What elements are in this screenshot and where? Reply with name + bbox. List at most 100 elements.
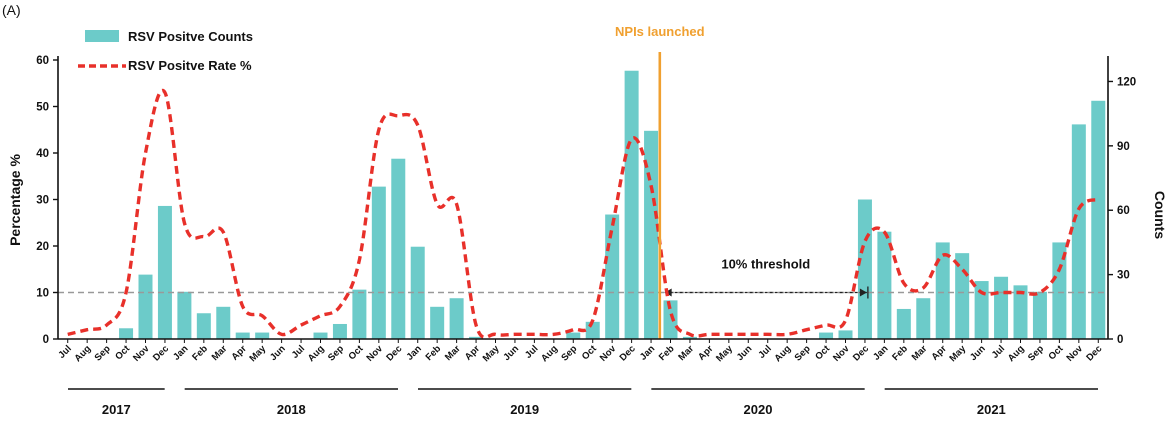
bar <box>391 158 406 339</box>
x-tick-label: May <box>481 343 502 364</box>
bar <box>216 306 231 339</box>
bar <box>449 298 464 339</box>
legend: RSV Positve Counts RSV Positve Rate % <box>78 29 253 73</box>
bar <box>1032 291 1047 339</box>
bar <box>332 323 347 339</box>
x-tick-label: Sep <box>793 343 813 363</box>
x-tick-label: Jun <box>735 343 755 363</box>
x-tick-label: Sep <box>1026 343 1046 363</box>
bar <box>916 298 931 339</box>
bar <box>857 199 872 339</box>
y-axis-title: Percentage % <box>7 154 23 246</box>
panel-label: (A) <box>2 2 21 18</box>
x-tick-label: Mar <box>676 343 696 363</box>
x-tick-label: Jun <box>501 343 521 363</box>
x-tick-label: Feb <box>657 343 677 363</box>
bar <box>663 300 678 339</box>
x-tick-label: Dec <box>384 343 404 363</box>
bar <box>196 313 211 339</box>
x-tick-label: Aug <box>72 343 93 364</box>
x-tick-label: Jan <box>404 343 423 362</box>
bar <box>1091 100 1106 340</box>
y-tick-label: 50 <box>36 102 49 114</box>
year-label: 2020 <box>744 402 773 417</box>
bar <box>235 332 250 339</box>
x-tick-label: May <box>714 343 735 364</box>
threshold-label: 10% threshold <box>721 257 810 272</box>
legend-line-label: RSV Positve Rate % <box>128 58 252 73</box>
x-tick-label: Oct <box>347 343 367 363</box>
x-tick-label: Aug <box>772 343 793 364</box>
year-label: 2019 <box>510 402 539 417</box>
x-tick-label: Aug <box>539 343 560 364</box>
x-tick-label: Dec <box>151 343 171 363</box>
bar <box>430 306 445 339</box>
x-tick-label: Nov <box>1064 343 1085 364</box>
bar <box>644 130 659 339</box>
y2-tick-label: 60 <box>1117 205 1130 217</box>
legend-bar-swatch <box>85 30 119 42</box>
year-label: 2021 <box>977 402 1006 417</box>
threshold-layer: 10% threshold <box>58 257 1108 299</box>
bar <box>877 231 892 339</box>
bar <box>819 332 834 339</box>
bar <box>1071 124 1086 339</box>
bar <box>838 330 853 339</box>
x-tick-label: Jun <box>968 343 988 363</box>
y2-tick-label: 90 <box>1117 141 1130 153</box>
bar <box>313 332 328 339</box>
bar <box>1013 285 1028 339</box>
x-tick-label: Nov <box>364 343 385 364</box>
y2-axis-title: Counts <box>1152 191 1168 239</box>
bar <box>469 336 484 339</box>
x-tick-label: Oct <box>580 343 600 363</box>
bar <box>255 332 270 339</box>
y2-tick-label: 30 <box>1117 270 1130 282</box>
x-tick-label: Dec <box>618 343 638 363</box>
x-tick-label: Oct <box>1047 343 1067 363</box>
bar <box>157 205 172 339</box>
npi-label: NPIs launched <box>615 24 705 39</box>
x-tick-label: Jul <box>523 343 540 360</box>
bar <box>1052 242 1067 339</box>
x-tick-label: Jul <box>56 343 73 360</box>
bar <box>566 332 581 339</box>
bar <box>935 242 950 339</box>
x-tick-label: Apr <box>463 343 483 363</box>
y-tick-label: 30 <box>36 195 49 207</box>
bar <box>896 308 911 339</box>
legend-bar-label: RSV Positve Counts <box>128 29 253 44</box>
x-tick-label: Nov <box>131 343 152 364</box>
bar <box>974 281 989 339</box>
x-tick-label: Oct <box>113 343 133 363</box>
bar <box>682 336 697 339</box>
y2-tick-label: 120 <box>1117 76 1136 88</box>
x-tick-label: Sep <box>326 343 346 363</box>
x-tick-label: Nov <box>598 343 619 364</box>
x-tick-label: Feb <box>890 343 910 363</box>
x-tick-label: May <box>947 343 968 364</box>
threshold-arrow-head-right <box>859 288 867 297</box>
x-tick-label: Apr <box>929 343 949 363</box>
bar <box>138 274 153 339</box>
x-tick-label: Mar <box>910 343 930 363</box>
x-tick-label: Nov <box>831 343 852 364</box>
x-tick-label: Sep <box>559 343 579 363</box>
x-tick-label: Jun <box>268 343 288 363</box>
bars-layer <box>119 70 1106 340</box>
x-tick-label: Apr <box>696 343 716 363</box>
x-tick-label: Oct <box>813 343 833 363</box>
x-tick-label: Dec <box>851 343 871 363</box>
x-tick-label: Sep <box>93 343 113 363</box>
x-tick-label: May <box>247 343 268 364</box>
y-tick-label: 0 <box>43 334 49 346</box>
x-tick-label: Aug <box>1006 343 1027 364</box>
y-tick-label: 20 <box>36 241 49 253</box>
y-tick-label: 10 <box>36 288 49 300</box>
bar <box>994 276 1009 339</box>
x-tick-label: Jan <box>638 343 657 362</box>
x-tick-label: Jan <box>871 343 890 362</box>
bar <box>585 321 600 339</box>
x-tick-label: Apr <box>229 343 249 363</box>
